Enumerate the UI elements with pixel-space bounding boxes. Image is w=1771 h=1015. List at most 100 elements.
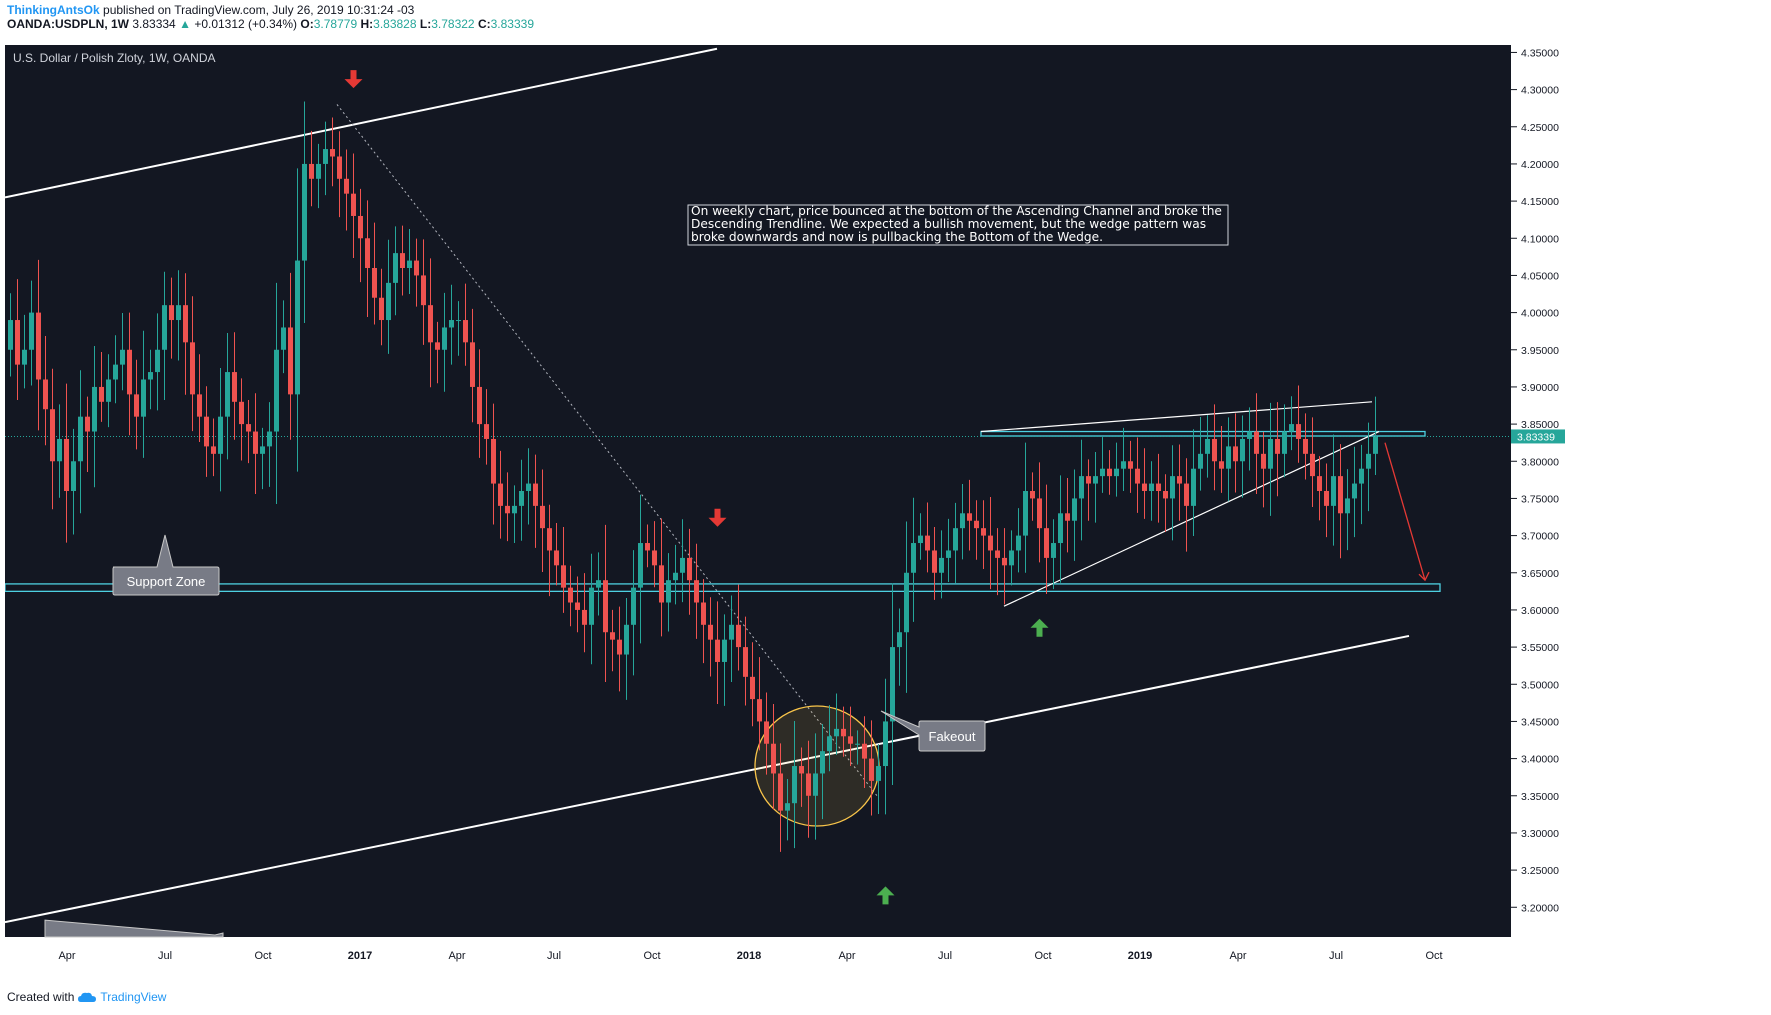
candle-bear [869,758,874,781]
candle-bull [855,743,860,745]
candle-bull [624,624,629,655]
candle-bear [561,565,566,588]
candle-bull [589,587,594,625]
candle-bear [351,193,356,216]
candle-bear [169,305,174,321]
change-value: +0.01312 (+0.34%) [194,17,298,31]
candle-bull [407,260,412,268]
candle-bull [92,386,97,432]
created-with-text: Created with [7,990,75,1004]
x-tick-label: 2019 [1128,950,1152,962]
x-tick-label: Oct [254,950,271,962]
candle-bear [1184,483,1189,506]
candle-bull [456,320,461,322]
candle-bull [519,491,524,506]
chart-area[interactable]: 4.35000 4.30000 4.25000 4.20000 4.15000 4.100… [4,45,1771,982]
candle-bull [1121,461,1126,469]
y-tick-label: 4.05000 [1521,270,1559,282]
candle-bull [1352,483,1357,499]
candle-bull [785,803,790,811]
y-tick-label: 3.45000 [1521,716,1559,728]
candle-bear [617,639,622,655]
candle-bear [1002,557,1007,566]
author-link[interactable]: ThinkingAntsOk [7,3,100,17]
candle-bull [897,632,902,648]
candle-bear [1303,438,1308,454]
candle-bear [330,149,335,157]
y-tick-label: 4.00000 [1521,308,1559,320]
candle-bear [344,178,349,194]
candle-bear [134,394,139,417]
candle-bull [792,766,797,804]
time-axis [5,937,1511,963]
candle-bull [386,282,391,321]
candle-bear [1338,476,1343,514]
candle-bear [575,602,580,610]
candle-bull [218,416,223,454]
candle-bear [659,565,664,603]
candle-bear [981,528,986,536]
candle-bear [694,580,699,603]
callout-fakeout-label: Fakeout [929,729,976,744]
candle-bull [918,535,923,544]
candle-bear [190,342,195,395]
y-tick-label: 3.60000 [1521,605,1559,617]
candle-bull [302,163,307,261]
candle-bear [1163,491,1168,499]
x-tick-label: Apr [448,950,465,962]
candle-bull [1170,476,1175,499]
last-price: 3.83334 [132,17,176,31]
descending-trendline [336,104,878,797]
y-tick-label: 3.85000 [1521,419,1559,431]
candle-bull [680,557,685,573]
candle-bear [995,550,1000,558]
tradingview-link[interactable]: TradingView [100,990,167,1004]
candle-bull [1205,438,1210,454]
price-chart[interactable]: 4.35000 4.30000 4.25000 4.20000 4.15000 4.100… [4,45,1771,982]
projection-arrow-line [1384,442,1426,581]
annotation-box: On weekly chart, price bounced at the bo… [687,204,1229,246]
x-tick-label: Oct [1034,950,1051,962]
candle-bear [932,550,937,573]
candle-bull [876,766,881,781]
candle-bull [631,587,636,625]
low-value: 3.78322 [431,17,475,31]
candle-bull [953,528,958,551]
footer: Created with TradingView [7,990,166,1004]
candle-bear [470,342,475,387]
candle-bull [71,461,76,491]
candle-bull [1009,550,1014,566]
x-tick-label: Apr [838,950,855,962]
candle-bear [400,253,405,268]
candle-bull [1100,468,1105,477]
x-tick-label: 2017 [348,950,372,962]
candle-bear [967,513,972,521]
y-tick-label: 3.55000 [1521,642,1559,654]
candle-bear [1030,491,1035,499]
candle-bear [372,268,377,298]
candle-bear [1212,438,1217,462]
candle-bull [638,543,643,588]
x-tick-label: Apr [1229,950,1246,962]
callout-support-zone-label: Support Zone [127,574,206,589]
candle-bull [274,349,279,432]
published-text: published on TradingView.com, July 26, 2… [103,3,415,17]
x-tick-label: Jul [1329,950,1343,962]
y-tick-label: 4.15000 [1521,196,1559,208]
candle-bull [666,580,671,603]
candle-bull [960,513,965,529]
candle-bear [652,550,657,566]
candle-bull [1149,483,1154,491]
candle-bear [715,639,720,662]
candle-bear [1142,483,1147,491]
candle-bear [211,446,216,454]
candle-bear [701,602,706,625]
annotation-text: On weekly chart, price bounced at the bo… [691,205,1222,244]
candle-bear [428,305,433,343]
candle-bear [1219,461,1224,469]
candle-bull [1373,436,1378,454]
y-tick-label: 4.30000 [1521,85,1559,97]
callout-support-zone: Support Zone [112,534,220,596]
candle-bear [533,483,538,506]
header: ThinkingAntsOk published on TradingView.… [7,3,534,31]
